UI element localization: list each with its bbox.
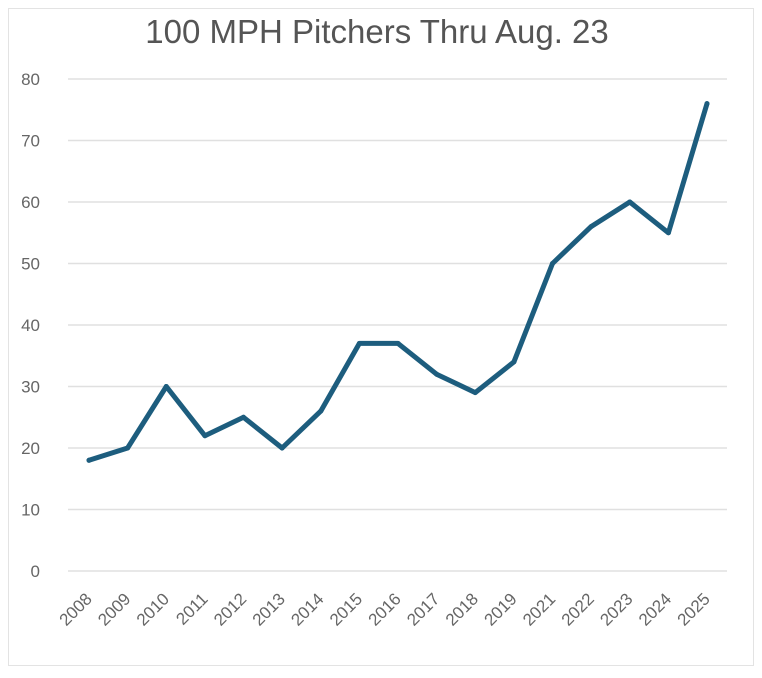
x-tick-label: 2024 — [635, 589, 675, 629]
x-tick-label: 2021 — [519, 589, 559, 629]
x-tick-label: 2018 — [442, 589, 482, 629]
y-tick-label: 10 — [21, 501, 40, 520]
gridlines — [68, 78, 727, 572]
x-tick-label: 2014 — [287, 589, 327, 629]
data-point — [356, 340, 362, 346]
x-tick-label: 2010 — [133, 589, 173, 629]
data-point — [279, 445, 285, 451]
series-line — [86, 101, 710, 463]
x-tick-label: 2013 — [249, 589, 289, 629]
x-tick-label: 2025 — [674, 589, 714, 629]
data-point — [163, 384, 169, 389]
x-tick-label: 2022 — [558, 589, 598, 629]
y-tick-label: 20 — [21, 439, 40, 458]
data-point — [665, 230, 671, 236]
y-axis-ticks: 0 10 20 30 40 50 60 70 80 — [21, 70, 40, 581]
x-tick-label: 2015 — [326, 589, 366, 629]
y-tick-label: 40 — [21, 316, 40, 335]
y-tick-label: 60 — [21, 193, 40, 212]
y-tick-label: 70 — [21, 132, 40, 151]
data-point — [395, 340, 401, 346]
data-point — [86, 457, 92, 463]
y-tick-label: 50 — [21, 255, 40, 274]
y-tick-label: 80 — [21, 70, 40, 89]
data-point — [241, 414, 246, 420]
x-tick-label: 2016 — [365, 589, 405, 629]
x-tick-label: 2017 — [403, 589, 443, 629]
x-tick-label: 2019 — [481, 589, 521, 629]
y-tick-label: 0 — [31, 562, 40, 581]
data-point — [318, 408, 324, 414]
x-tick-label: 2009 — [94, 589, 134, 629]
data-point — [202, 433, 208, 439]
chart-title: 100 MPH Pitchers Thru Aug. 23 — [145, 13, 608, 50]
y-tick-label: 30 — [21, 378, 40, 397]
x-tick-label: 2023 — [596, 589, 636, 629]
data-point — [588, 224, 594, 230]
chart-frame — [8, 8, 754, 666]
data-point — [704, 101, 710, 107]
x-tick-label: 2011 — [172, 589, 211, 628]
data-point — [511, 359, 517, 365]
data-point — [550, 261, 555, 266]
data-point — [125, 445, 131, 451]
x-tick-label: 2008 — [56, 589, 96, 629]
x-tick-label: 2012 — [210, 589, 250, 629]
data-point — [434, 371, 440, 377]
series-layer — [86, 101, 710, 463]
data-point — [472, 390, 478, 396]
data-point — [627, 199, 633, 205]
